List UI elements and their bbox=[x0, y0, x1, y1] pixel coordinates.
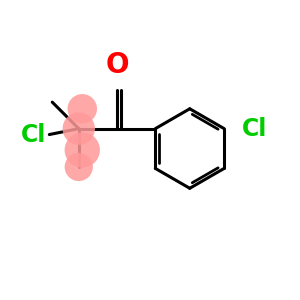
Text: Cl: Cl bbox=[21, 122, 46, 146]
Circle shape bbox=[68, 94, 97, 124]
Text: Cl: Cl bbox=[242, 117, 267, 141]
Circle shape bbox=[64, 132, 100, 168]
Text: O: O bbox=[105, 51, 129, 79]
Circle shape bbox=[63, 112, 95, 145]
Circle shape bbox=[64, 153, 93, 181]
